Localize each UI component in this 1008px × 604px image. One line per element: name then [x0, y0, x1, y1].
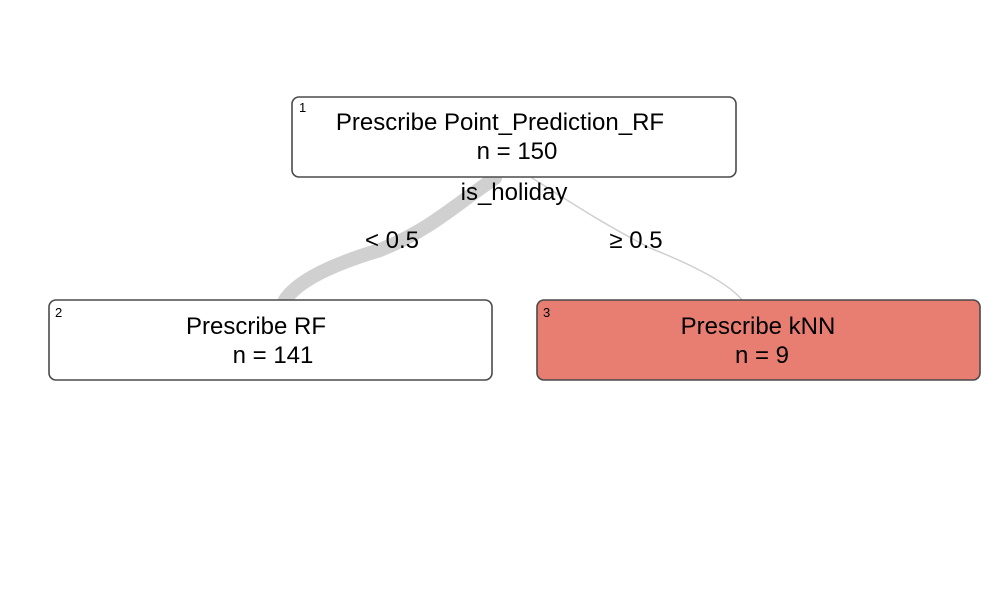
split-variable-label: is_holiday	[461, 179, 568, 206]
tree-node-3: 3 Prescribe kNN n = 9	[536, 299, 981, 381]
node-box	[536, 299, 981, 381]
node-count: n = 141	[233, 342, 314, 369]
node-id: 1	[299, 100, 306, 115]
tree-node-2: 2 Prescribe RF n = 141	[48, 299, 493, 381]
node-id: 3	[543, 305, 550, 320]
node-id: 2	[55, 305, 62, 320]
tree-node-1: 1 Prescribe Point_Prediction_RF n = 150	[291, 96, 737, 178]
node-box	[48, 299, 493, 381]
node-box	[291, 96, 737, 178]
node-count: n = 9	[735, 342, 789, 369]
edge-label-left: < 0.5	[365, 227, 419, 254]
edge-left-branch	[278, 171, 502, 307]
node-label: Prescribe RF	[186, 313, 326, 340]
node-label: Prescribe Point_Prediction_RF	[336, 109, 664, 136]
node-count: n = 150	[477, 138, 558, 165]
node-label: Prescribe kNN	[681, 313, 836, 340]
edge-right-branch	[531, 177, 743, 301]
edge-label-right: ≥ 0.5	[609, 227, 662, 254]
